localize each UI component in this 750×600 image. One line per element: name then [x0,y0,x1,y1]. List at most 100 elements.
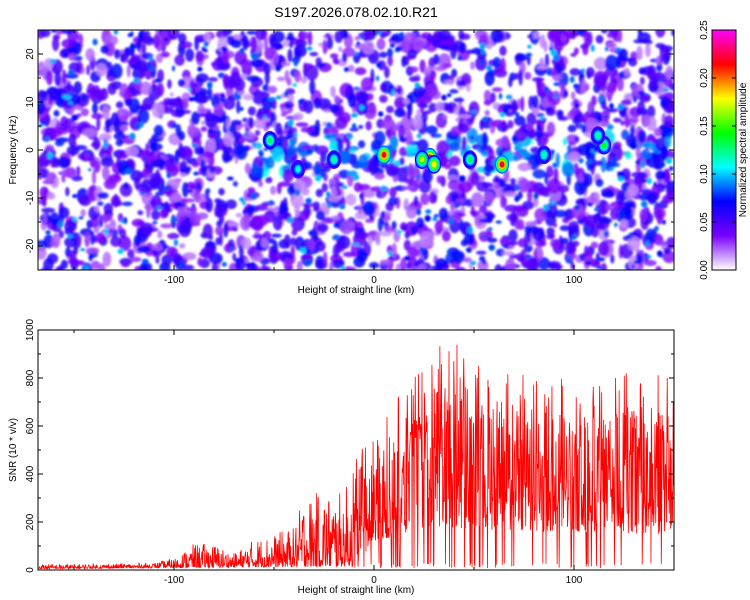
spectrogram-cell [312,144,319,152]
spectrogram-speck [49,58,56,64]
spectrogram-cell [263,231,272,240]
spectrogram-cell [379,51,388,58]
spectrogram-cell [180,219,193,233]
spectrogram-cell [279,103,286,110]
spectrogram-cell [174,54,185,66]
spectrogram-cell [665,132,672,148]
spectrogram-speck [456,201,462,207]
spectrogram-cell [137,71,145,76]
spectrogram-cell [647,105,656,119]
spectrogram-cell [447,175,458,181]
spectrogram-speck [64,95,72,101]
spectrogram-cell [272,240,278,255]
spectrogram-cell [461,223,468,235]
spectrogram-cell [406,49,418,59]
spectrogram-cell [586,31,593,47]
spectrogram-cell [297,263,302,268]
spectrogram-speck [479,42,486,50]
spectrogram-cell [57,156,71,169]
snr-background [38,330,674,570]
spectrogram-speck [424,214,431,222]
spectrogram-x-axis-label: Height of straight line (km) [298,285,415,296]
spectrogram-speck [626,207,633,215]
spectrogram-speck [642,142,650,148]
spectrogram-y-axis-label: Frequency (Hz) [8,116,19,185]
spectrogram-cell [600,200,607,216]
spectrogram-cell [536,123,543,140]
spectrogram-cell [282,40,291,47]
spectrogram-speck [482,259,486,265]
spectrogram-cell [290,192,304,209]
spectrogram-cell [558,116,569,121]
spectrogram-cell [47,172,57,181]
spectrogram-speck [188,96,196,102]
spectrogram-cell [130,256,142,263]
spectrogram-speck [527,44,532,49]
spectrogram-cell [175,124,182,137]
spectrogram-speck [375,75,380,82]
spectrogram-cell [420,230,434,247]
spectrogram-cell [202,223,213,239]
spectrogram-speck [609,103,614,109]
spectrogram-speck [432,217,438,222]
spectrogram-speck [445,256,450,260]
spectrogram-speck [548,46,554,51]
spectrogram-cell [399,157,405,166]
spectrogram-cell [560,237,569,245]
spectrogram-cell [610,254,615,264]
spectrogram-speck [579,123,583,127]
spectrogram-cell [137,210,144,216]
spectrogram-speck [606,124,614,130]
spectrogram-cell [641,95,651,101]
spectrogram-cell [175,103,185,118]
spectrogram-cell [121,262,130,268]
x-tick-label: 0 [371,575,377,586]
spectrogram-cell [287,185,295,195]
spectrogram-cell [294,179,306,192]
spectrogram-cell [82,127,97,138]
spectrogram-cell [223,97,236,110]
spectrogram-cell [252,90,266,105]
spectrogram-speck [287,217,294,223]
spectrogram-cell [95,63,108,77]
spectrogram-speck [391,89,395,96]
spectrogram-speck [206,81,213,89]
spectrogram-cell [41,207,56,214]
spectrogram-cell [409,141,420,146]
y-tick-label: 400 [25,465,36,482]
spectrogram-cell [187,124,197,137]
spectrogram-cell [257,160,265,168]
y-tick-label: 1000 [25,318,36,341]
snr-x-ticks: -100 0 100 [73,330,675,586]
spectrogram-cell [200,246,215,259]
spectrogram-cell [102,105,110,120]
spectrogram-cell [434,219,444,235]
spectrogram-cell [255,30,267,41]
spectrogram-cell [96,116,101,131]
spectrogram-cell [78,194,92,207]
spectrogram-peak [536,145,552,165]
spectrogram-cell [180,41,193,49]
spectrogram-speck [551,149,555,155]
spectrogram-cell [585,147,591,160]
spectrogram-speck [129,132,136,140]
spectrogram-cell [655,240,668,247]
spectrogram-speck [120,140,125,144]
spectrogram-cell [464,198,474,207]
spectrogram-cell [110,112,120,127]
spectrogram-speck [130,31,134,37]
spectrogram-cell [40,195,48,201]
spectrogram-cell [54,70,62,86]
spectrogram-cell [416,133,422,139]
spectrogram-speck [61,94,66,99]
spectrogram-speck [423,103,428,108]
spectrogram-cell [508,229,518,242]
spectrogram-cell [638,67,647,75]
spectrogram-speck [587,202,593,207]
y-tick-label: 800 [25,369,36,386]
spectrogram-cell [475,214,483,226]
spectrogram-cell [286,128,294,140]
spectrogram-speck [633,260,641,265]
spectrogram-cell [160,223,173,229]
